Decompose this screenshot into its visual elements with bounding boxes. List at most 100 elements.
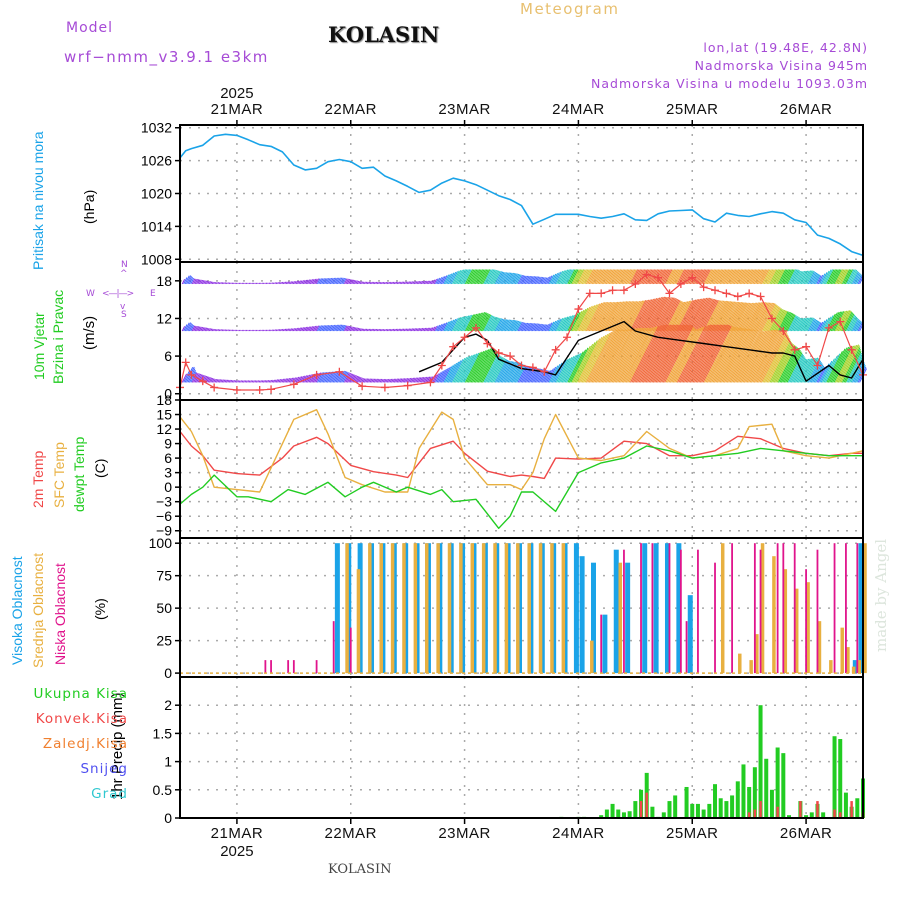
wind-arrow <box>341 371 348 383</box>
wind-arrow <box>752 329 780 383</box>
wind-arrow <box>533 323 538 332</box>
wind-arrow <box>233 380 236 383</box>
cloud-low-bar <box>793 543 796 674</box>
wind-arrow <box>489 356 503 383</box>
wind-arrow <box>496 359 509 383</box>
wind-arrow <box>803 357 817 383</box>
wind-arrow <box>785 269 794 285</box>
compass-s: S <box>121 310 127 320</box>
wind-arrow <box>563 354 578 383</box>
wind-arrow <box>284 328 287 332</box>
y-tick-label: −3 <box>156 494 172 510</box>
wind-arrow <box>237 380 240 383</box>
wind-arrow <box>645 296 664 332</box>
wind-arrow <box>538 323 544 332</box>
wind-arrow <box>436 277 441 285</box>
wind-arrow <box>614 327 643 383</box>
wind-arrow <box>655 297 674 332</box>
wind-arrow <box>482 314 492 332</box>
wind-arrow <box>661 269 670 285</box>
wind-arrow <box>739 302 755 332</box>
wind-arrow <box>541 277 546 285</box>
wind-arrow <box>361 281 364 285</box>
wind-arrow <box>443 365 453 383</box>
wind-arrow <box>214 281 217 285</box>
wind-arrow <box>304 326 308 332</box>
wind-arrow <box>652 324 683 383</box>
wind-arrow <box>605 269 614 285</box>
wind-arrow <box>580 305 594 332</box>
cloud-mid-bar <box>493 543 497 674</box>
wind-arrow <box>795 318 803 332</box>
wind-arrow <box>574 269 583 285</box>
wind-arrow <box>301 280 305 285</box>
wind-arrow <box>837 344 858 383</box>
wind-arrow <box>248 380 251 383</box>
wind-arrow <box>829 269 838 285</box>
wind-arrow <box>338 324 343 332</box>
wind-arrow <box>450 271 458 285</box>
legend-ukupna-kisa: Ukupna Kisa <box>33 686 128 702</box>
wind-arrow <box>227 329 229 332</box>
wind-arrow <box>538 276 544 285</box>
wind-arrow <box>480 351 498 383</box>
cloud-mid-bar <box>806 582 810 674</box>
wind-arrow <box>661 324 692 383</box>
wind-arrow <box>210 281 213 285</box>
wind-arrow <box>699 269 708 285</box>
wind-arrow <box>361 378 365 383</box>
wind-arrow <box>783 313 794 332</box>
wind-arrow <box>204 327 208 332</box>
wind-arrow <box>399 281 402 285</box>
wind-arrow <box>733 269 743 285</box>
wind-arrow <box>516 321 522 332</box>
wind-arrow <box>736 269 745 285</box>
wind-arrow <box>678 325 708 383</box>
wind-arrow <box>487 356 502 383</box>
wind-arrow <box>550 364 561 383</box>
wind-arrow <box>563 315 572 332</box>
wind-arrow <box>575 307 589 332</box>
wind-arrow <box>556 270 564 285</box>
wind-arrow <box>198 326 202 332</box>
wind-arrow <box>575 269 585 285</box>
precip-total-bar <box>747 786 752 818</box>
wind-arrow <box>792 317 800 332</box>
wind-arrow <box>507 362 519 383</box>
wind-arrow <box>419 377 423 383</box>
wind-arrow <box>685 269 694 285</box>
wind-arrow <box>493 270 501 285</box>
wind-arrow <box>211 328 214 332</box>
wind-arrow <box>600 301 616 332</box>
wind-arrow <box>820 319 828 332</box>
wind-arrow <box>732 269 741 285</box>
wind-arrow <box>418 377 422 383</box>
wind-arrow <box>529 323 534 332</box>
wind-arrow <box>452 270 460 285</box>
wind-arrow <box>489 316 498 332</box>
wind-arrow <box>396 378 400 383</box>
wind-arrow <box>238 380 241 383</box>
wind-arrow <box>813 321 820 332</box>
cloud-mid-bar <box>390 543 395 674</box>
wind-arrow <box>691 297 709 332</box>
wind-arrow <box>718 328 747 383</box>
wind-arrow <box>238 282 241 285</box>
wind-arrow <box>366 281 369 285</box>
wind-arrow <box>775 269 784 285</box>
wind-arrow <box>534 276 540 285</box>
cloud-mid-bar <box>379 543 383 674</box>
wind-arrow <box>620 301 636 332</box>
wind-arrow <box>782 269 791 285</box>
wind-arrow <box>447 361 460 383</box>
wind-arrow <box>463 269 472 285</box>
wind-arrow <box>628 300 645 332</box>
wind-arrow <box>470 349 488 383</box>
wind-arrow <box>359 377 363 383</box>
wind-arrow <box>822 270 830 285</box>
wind-arrow <box>833 269 842 285</box>
cloud-mid-bar <box>857 660 862 674</box>
wind-arrow <box>423 280 427 285</box>
wind-arrow <box>389 378 393 383</box>
